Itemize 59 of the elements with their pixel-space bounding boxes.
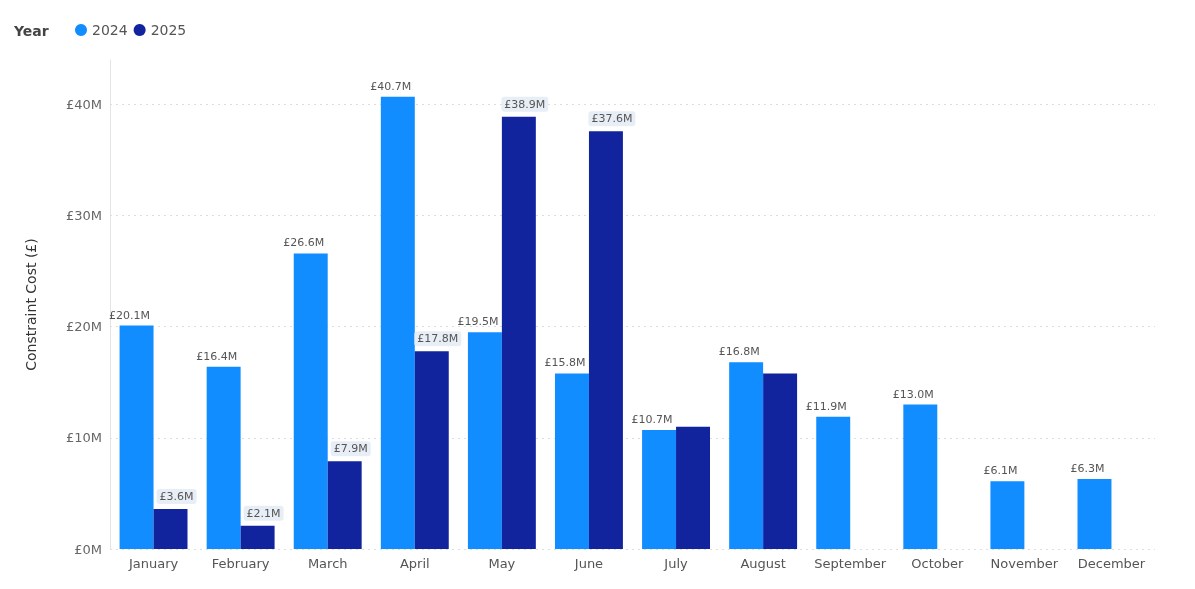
x-tick-label: September bbox=[814, 556, 887, 571]
bar bbox=[414, 351, 449, 549]
bar bbox=[380, 96, 415, 549]
bar bbox=[763, 373, 798, 549]
x-tick-label: December bbox=[1077, 556, 1146, 571]
bar bbox=[729, 362, 764, 549]
bar bbox=[467, 332, 502, 549]
y-tick-label: £30M bbox=[65, 208, 102, 224]
bar bbox=[555, 373, 589, 549]
legend-title: Year bbox=[13, 23, 49, 39]
x-tick-label: October bbox=[911, 556, 964, 571]
bar bbox=[240, 525, 275, 549]
x-tick-label: August bbox=[740, 556, 786, 571]
bar bbox=[990, 481, 1025, 549]
x-tick-label: May bbox=[488, 556, 516, 571]
data-label: £11.9M bbox=[805, 399, 847, 413]
y-axis-title: Constraint Cost (£) bbox=[23, 238, 39, 371]
bar bbox=[1077, 478, 1112, 549]
bar bbox=[119, 325, 154, 549]
data-label: £16.4M bbox=[196, 349, 238, 363]
x-tick-label: January bbox=[127, 556, 179, 571]
x-tick-label: November bbox=[990, 556, 1059, 571]
data-label: £15.8M bbox=[544, 356, 586, 370]
x-tick-label: July bbox=[663, 556, 689, 571]
x-tick-label: February bbox=[211, 556, 270, 571]
bar bbox=[206, 366, 241, 549]
data-label: £13.0M bbox=[892, 387, 934, 401]
x-tick-label: June bbox=[573, 556, 604, 571]
data-label: £16.8M bbox=[718, 345, 760, 359]
y-tick-label: £20M bbox=[65, 319, 102, 335]
x-tick-label: March bbox=[307, 556, 348, 571]
data-label: £20.1M bbox=[109, 308, 151, 322]
bar bbox=[816, 416, 851, 549]
data-label: £26.6M bbox=[283, 236, 325, 250]
bar bbox=[153, 508, 188, 549]
bar bbox=[588, 131, 623, 549]
y-tick-label: £40M bbox=[65, 96, 102, 112]
x-tick-label: April bbox=[399, 556, 430, 571]
bar bbox=[903, 404, 938, 549]
data-label: £2.1M bbox=[246, 506, 281, 520]
data-label: £38.9M bbox=[504, 97, 546, 111]
y-tick-label: £0M bbox=[74, 541, 102, 557]
bar bbox=[676, 426, 710, 549]
data-label: £19.5M bbox=[457, 315, 499, 329]
bar bbox=[293, 253, 328, 549]
bar bbox=[642, 430, 677, 549]
data-label: £40.7M bbox=[370, 79, 412, 93]
data-label: £6.3M bbox=[1070, 461, 1105, 475]
bar bbox=[501, 116, 536, 549]
data-label: £7.9M bbox=[333, 442, 368, 456]
data-label: £17.8M bbox=[417, 332, 459, 346]
legend-label: 2024 bbox=[92, 22, 128, 38]
data-label: £6.1M bbox=[983, 464, 1018, 478]
data-label: £37.6M bbox=[591, 112, 633, 126]
data-label: £10.7M bbox=[631, 413, 673, 427]
data-label: £3.6M bbox=[159, 489, 194, 503]
y-tick-label: £10M bbox=[65, 430, 102, 446]
bar bbox=[327, 461, 362, 549]
legend-label: 2025 bbox=[150, 22, 187, 38]
